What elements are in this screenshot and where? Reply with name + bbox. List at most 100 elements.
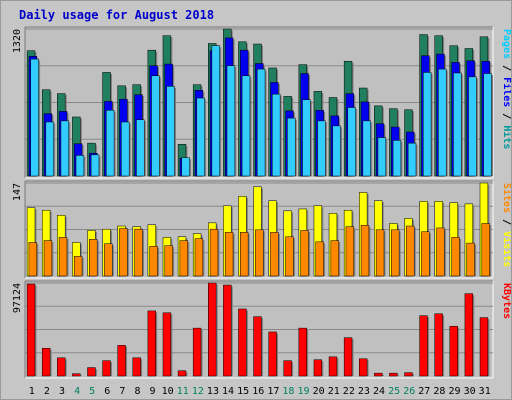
x-tick-label: 9: [150, 386, 156, 397]
bottom-bar-kbytes: [177, 370, 187, 377]
top-bar-pages: [332, 125, 341, 177]
middle-bar-sites: [104, 243, 113, 277]
x-tick-label: 23: [358, 386, 370, 397]
top-bar-pages: [272, 93, 281, 177]
top-bar-pages: [241, 75, 251, 177]
bottom-bar-kbytes: [283, 360, 292, 377]
x-tick-label: 20: [313, 386, 325, 397]
middle-max-label: 147: [12, 183, 23, 201]
top-bar-pages: [407, 142, 417, 177]
bottom-bar-kbytes: [479, 317, 489, 377]
x-tick-label: 2: [44, 386, 50, 397]
top-bar-pages: [468, 76, 477, 177]
middle-bar-sites: [436, 227, 445, 277]
top-bar-pages: [211, 45, 220, 177]
top-bar-pages: [136, 119, 145, 177]
x-tick-label: 18: [282, 386, 294, 397]
middle-bar-sites: [179, 240, 188, 277]
x-tick-label: 3: [59, 386, 65, 397]
bottom-max-label: 97124: [12, 283, 23, 313]
x-tick-label: 30: [464, 386, 476, 397]
middle-bar-sites: [330, 240, 339, 277]
bottom-bar-kbytes: [389, 372, 398, 377]
middle-bar-sites: [255, 229, 264, 277]
middle-legend-item: Sites: [501, 183, 511, 213]
x-tick-label: 4: [74, 386, 80, 397]
top-bar-pages: [256, 68, 266, 177]
x-tick-label: 24: [373, 386, 385, 397]
x-tick-label: 7: [119, 386, 125, 397]
middle-bar-sites: [89, 239, 98, 277]
middle-bar-sites: [421, 231, 430, 277]
bottom-bar-kbytes: [343, 337, 353, 377]
middle-bar-sites: [315, 241, 324, 277]
bottom-bar-kbytes: [404, 372, 413, 377]
top-bar-pages: [317, 120, 326, 177]
x-tick-label: 19: [298, 386, 310, 397]
top-bar-pages: [392, 140, 402, 177]
bottom-bar-kbytes: [238, 308, 247, 377]
x-tick-label: 12: [192, 386, 204, 397]
bottom-bar-kbytes: [268, 331, 277, 377]
top-legend-item: /: [501, 59, 511, 77]
bottom-legend: KBytes: [501, 283, 511, 319]
bottom-bar-kbytes: [313, 359, 323, 377]
bottom-bar-kbytes: [298, 327, 307, 377]
chart-title: Daily usage for August 2018: [19, 8, 214, 22]
middle-bar-sites: [28, 242, 38, 277]
middle-bar-sites: [73, 256, 83, 277]
bottom-bar-kbytes: [117, 345, 126, 377]
x-tick-label: 14: [222, 386, 234, 397]
x-tick-label: 15: [237, 386, 249, 397]
top-bar-pages: [105, 110, 115, 177]
top-legend-item: /: [501, 107, 511, 125]
top-bar-pages: [60, 120, 70, 177]
middle-bar-sites: [194, 238, 204, 277]
top-bar-pages: [30, 58, 39, 177]
x-tick-label: 17: [267, 386, 279, 397]
top-bar-pages: [90, 154, 100, 177]
top-bar-pages: [438, 68, 447, 177]
middle-bar-sites: [164, 245, 173, 277]
x-tick-label: 31: [479, 386, 491, 397]
x-tick-label: 13: [207, 386, 219, 397]
top-bar-pages: [151, 75, 160, 177]
bottom-bar-kbytes: [102, 360, 111, 377]
middle-bar-sites: [270, 232, 279, 277]
top-bar-pages: [423, 72, 432, 177]
top-legend-item: Files: [501, 77, 511, 107]
x-tick-label: 26: [403, 386, 415, 397]
middle-bar-sites: [451, 237, 460, 277]
middle-bar-sites: [345, 226, 355, 277]
middle-bar-sites: [300, 230, 309, 277]
middle-bar-sites: [58, 237, 68, 277]
bottom-bar-kbytes: [57, 357, 66, 377]
x-tick-label: 22: [343, 386, 355, 397]
x-tick-label: 28: [433, 386, 445, 397]
middle-bar-sites: [285, 236, 294, 277]
bottom-bar-kbytes: [449, 325, 458, 377]
middle-bar-sites: [375, 229, 385, 277]
bottom-bar-kbytes: [434, 313, 443, 377]
middle-legend: Sites / Visits: [501, 183, 511, 267]
bottom-bar-kbytes: [26, 283, 36, 377]
top-legend-item: Hits: [501, 125, 511, 149]
x-tick-label: 1: [29, 386, 35, 397]
x-tick-label: 16: [252, 386, 264, 397]
bottom-bar-kbytes: [358, 358, 368, 377]
top-bar-pages: [347, 107, 356, 177]
top-max-label: 1320: [12, 29, 23, 53]
middle-bar-sites: [360, 225, 370, 277]
middle-bar-sites: [119, 228, 128, 277]
bottom-bar-kbytes: [132, 357, 141, 377]
top-bar-pages: [453, 72, 462, 177]
x-tick-label: 8: [134, 386, 140, 397]
top-bar-pages: [287, 117, 296, 177]
top-bar-pages: [45, 121, 54, 177]
bottom-bar-kbytes: [223, 284, 232, 377]
bottom-bar-kbytes: [162, 312, 172, 377]
x-tick-label: 10: [162, 386, 174, 397]
bottom-bar-kbytes: [328, 356, 338, 377]
middle-bar-sites: [43, 240, 53, 277]
